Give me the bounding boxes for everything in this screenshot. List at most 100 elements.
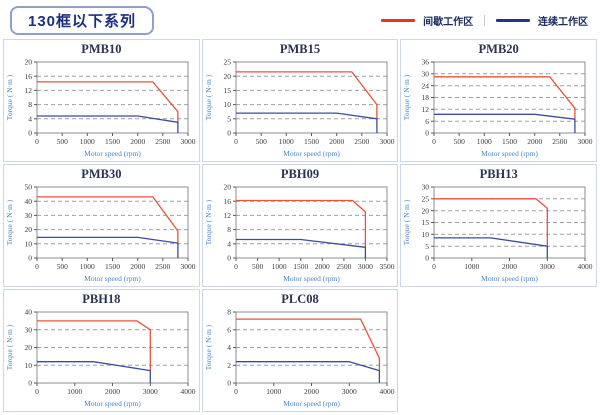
svg-text:0: 0 (234, 137, 238, 146)
chart-title: PBH18 (82, 292, 121, 306)
svg-text:Torque ( N·m ): Torque ( N·m ) (204, 324, 213, 370)
svg-text:Torque ( N·m ): Torque ( N·m ) (5, 74, 14, 120)
svg-text:1500: 1500 (502, 137, 517, 146)
svg-text:4: 4 (227, 239, 231, 248)
svg-text:1500: 1500 (105, 262, 120, 271)
svg-text:10: 10 (223, 100, 231, 109)
svg-text:1000: 1000 (80, 137, 95, 146)
svg-text:1000: 1000 (278, 137, 293, 146)
svg-text:3000: 3000 (143, 387, 158, 396)
chart-canvas: 0 10 20 30 40 0 1000 2000 3000 4000 Motor speed (r… (5, 307, 196, 408)
svg-text:40: 40 (24, 307, 32, 316)
svg-text:10: 10 (24, 239, 32, 248)
svg-text:30: 30 (422, 69, 430, 78)
svg-text:4: 4 (28, 114, 32, 123)
chart-title: PLC08 (281, 292, 319, 306)
svg-text:Motor speed (rpm): Motor speed (rpm) (84, 274, 141, 283)
svg-text:0: 0 (425, 253, 429, 262)
svg-text:500: 500 (56, 262, 68, 271)
chart-title: PMB30 (81, 167, 122, 181)
chart-panel-pmb10: PMB10 0 4 8 12 16 20 0 500 1000 1500 2000 2500 3000 M… (3, 39, 200, 162)
svg-text:18: 18 (422, 93, 430, 102)
svg-text:20: 20 (24, 57, 32, 66)
svg-text:2: 2 (227, 360, 231, 369)
svg-text:Torque ( N·m ): Torque ( N·m ) (204, 74, 213, 120)
chart-panel-plc08: PLC08 0 2 4 6 8 0 1000 2000 3000 4000 Motor speed … (201, 289, 399, 412)
svg-text:0: 0 (35, 137, 39, 146)
svg-text:Torque ( N·m ): Torque ( N·m ) (402, 74, 411, 120)
svg-text:2000: 2000 (527, 137, 542, 146)
svg-text:4000: 4000 (379, 387, 394, 396)
svg-text:1000: 1000 (266, 387, 281, 396)
chart-panel-pbh13: PBH13 0 5 10 15 20 25 30 0 1000 2000 3000 4000 Motor… (400, 164, 597, 287)
svg-text:0: 0 (234, 387, 238, 396)
svg-text:2500: 2500 (336, 262, 351, 271)
svg-text:3000: 3000 (180, 137, 195, 146)
svg-text:500: 500 (255, 137, 267, 146)
svg-text:6: 6 (227, 325, 231, 334)
legend-separator: | (483, 14, 486, 26)
svg-text:8: 8 (28, 100, 32, 109)
svg-text:15: 15 (422, 218, 430, 227)
svg-text:50: 50 (24, 182, 32, 191)
svg-text:Motor speed (rpm): Motor speed (rpm) (283, 274, 340, 283)
svg-text:12: 12 (223, 211, 231, 220)
svg-text:20: 20 (223, 182, 231, 191)
svg-text:1000: 1000 (477, 137, 492, 146)
svg-text:Torque ( N·m ): Torque ( N·m ) (5, 324, 14, 370)
svg-text:2500: 2500 (354, 137, 369, 146)
chart-panel-pbh18: PBH18 0 10 20 30 40 0 1000 2000 3000 4000 Motor sp… (3, 289, 200, 412)
chart-legend: 间歇工作区 | 连续工作区 (381, 13, 592, 28)
svg-text:0: 0 (28, 378, 32, 387)
continuous-zone-line-swatch (496, 18, 530, 22)
svg-text:3000: 3000 (341, 387, 356, 396)
svg-text:2000: 2000 (329, 137, 344, 146)
svg-text:20: 20 (422, 206, 430, 215)
svg-text:12: 12 (24, 86, 32, 95)
svg-text:Motor speed (rpm): Motor speed (rpm) (481, 274, 538, 283)
svg-text:Motor speed (rpm): Motor speed (rpm) (84, 399, 141, 408)
svg-text:30: 30 (24, 211, 32, 220)
svg-text:0: 0 (227, 128, 231, 137)
svg-text:15: 15 (223, 86, 231, 95)
svg-text:0: 0 (425, 128, 429, 137)
svg-text:1000: 1000 (271, 262, 286, 271)
continuous-zone-label: 连续工作区 (538, 16, 588, 28)
svg-text:16: 16 (223, 196, 231, 205)
chart-canvas: 0 5 10 15 20 25 0 500 1000 1500 2000 2500 3000 Motor … (204, 57, 395, 158)
chart-canvas: 0 5 10 15 20 25 30 0 1000 2000 3000 4000 Motor speed… (402, 182, 593, 283)
svg-text:1000: 1000 (67, 387, 82, 396)
svg-text:2000: 2000 (130, 262, 145, 271)
svg-text:Motor speed (rpm): Motor speed (rpm) (283, 149, 340, 158)
svg-text:0: 0 (234, 262, 238, 271)
svg-text:Torque ( N·m ): Torque ( N·m ) (5, 199, 14, 245)
svg-text:0: 0 (432, 262, 436, 271)
chart-panel-pmb20: PMB20 0 6 12 18 24 30 36 0 500 1000 1500 2000 2500 30… (400, 39, 597, 162)
svg-text:0: 0 (35, 262, 39, 271)
svg-text:2500: 2500 (155, 262, 170, 271)
svg-text:8: 8 (227, 307, 231, 316)
chart-title: PBH13 (479, 167, 518, 181)
chart-canvas: 0 4 8 12 16 20 0 500 1000 1500 2000 2500 3000 Motor s… (5, 57, 196, 157)
svg-text:3000: 3000 (540, 262, 555, 271)
svg-text:5: 5 (227, 114, 231, 123)
svg-text:0: 0 (227, 253, 231, 262)
svg-text:1500: 1500 (304, 137, 319, 146)
svg-text:0: 0 (227, 378, 231, 387)
svg-text:Torque ( N·m ): Torque ( N·m ) (402, 199, 411, 245)
intermittent-zone-line-swatch (381, 18, 416, 22)
chart-canvas: 0 6 12 18 24 30 36 0 500 1000 1500 2000 2500 3000 Moto… (402, 57, 593, 157)
svg-text:Motor speed (rpm): Motor speed (rpm) (283, 399, 340, 408)
svg-text:6: 6 (425, 116, 429, 125)
svg-text:1000: 1000 (464, 262, 479, 271)
svg-text:2000: 2000 (105, 387, 120, 396)
svg-text:500: 500 (454, 137, 466, 146)
page-header: 130框以下系列 间歇工作区 | 连续工作区 (0, 0, 600, 37)
svg-text:2000: 2000 (130, 137, 145, 146)
svg-text:4000: 4000 (180, 387, 195, 396)
chart-panel-pmb30: PMB30 0 10 20 30 40 50 0 500 1000 1500 2000 2500 300… (3, 164, 200, 287)
svg-text:25: 25 (223, 57, 231, 66)
chart-title: PMB10 (81, 42, 122, 56)
chart-canvas: 0 4 8 12 16 20 0 500 1000 1500 2000 2500 3000 3500 Mot… (204, 182, 395, 283)
